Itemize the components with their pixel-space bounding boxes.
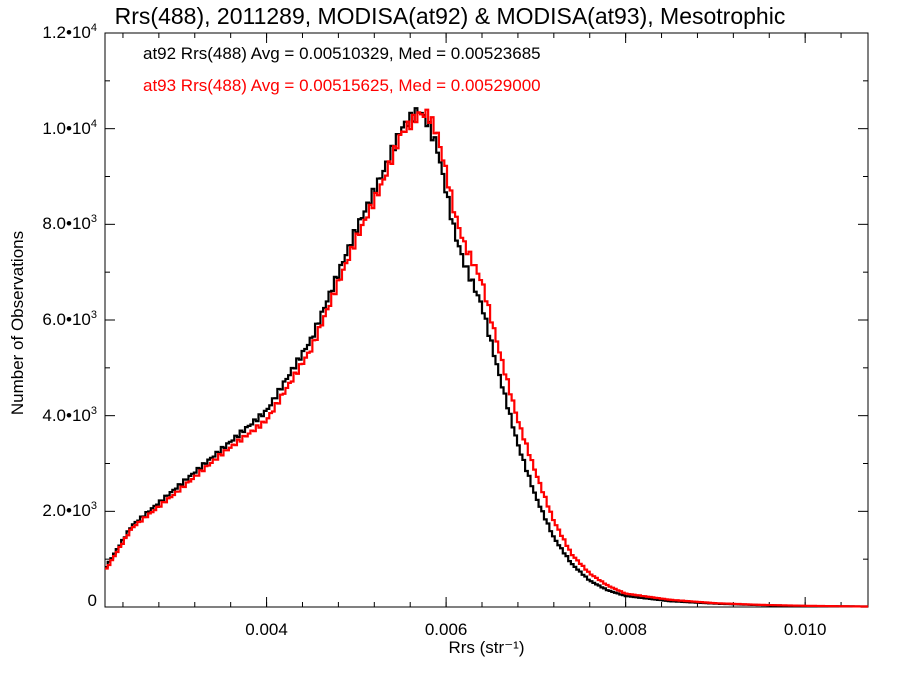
x-axis-label: Rrs (str⁻¹) [448,638,525,657]
y-tick-mantissa: 8.0•10 [42,214,91,234]
histogram-series-at92 [105,107,869,608]
chart-title: Rrs(488), 2011289, MODISA(at92) & MODISA… [114,3,786,29]
y-tick-mantissa: 0 [87,591,97,610]
y-tick-exponent: 4 [90,117,97,130]
y-tick-label: 1.2•104 [42,23,97,43]
y-tick-label: 0 [88,591,97,611]
y-tick-label: 8.0•103 [42,214,97,234]
x-tick-label: 0.004 [245,620,288,639]
y-tick-label: 1.0•104 [42,117,97,139]
y-tick-label: 6.0•103 [42,310,97,330]
legend-entry-at93: at93 Rrs(488) Avg = 0.00515625, Med = 0.… [143,76,541,95]
x-tick-label: 0.008 [604,620,647,639]
x-tick-label: 0.006 [424,620,468,639]
y-tick-label: 2.0•103 [42,501,97,521]
y-tick-mantissa: 1.2•10 [42,23,91,42]
histogram-series-at93 [105,108,869,608]
y-tick-exponent: 4 [90,22,97,34]
y-tick-exponent: 3 [90,309,97,321]
y-tick-exponent: 3 [90,213,97,226]
x-tick-label: 0.010 [783,620,827,639]
y-tick-mantissa: 1.0•10 [42,118,91,138]
y-tick-exponent: 3 [90,500,97,513]
y-tick-mantissa: 4.0•10 [42,405,91,425]
legend-entry-at92: at92 Rrs(488) Avg = 0.00510329, Med = 0.… [143,44,541,63]
y-tick-label: 4.0•103 [42,404,97,426]
y-tick-exponent: 3 [90,404,97,417]
y-tick-mantissa: 2.0•10 [42,501,91,521]
y-tick-mantissa: 6.0•10 [42,310,91,329]
